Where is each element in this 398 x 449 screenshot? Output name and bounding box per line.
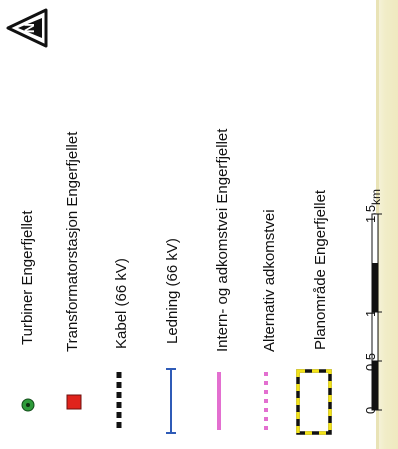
legend-symbol-internal-road: [217, 372, 221, 430]
legend-symbol-turbine: [21, 398, 35, 412]
legend-symbol-cable: [116, 372, 122, 430]
scale-unit: km: [369, 189, 383, 205]
scale-bar: [371, 213, 382, 411]
legend-symbol-line: [166, 368, 176, 434]
north-arrow-icon: N: [6, 8, 48, 48]
legend-symbol-alt-road: [264, 372, 268, 430]
north-arrow-letter: N: [21, 23, 37, 33]
legend-label-transformer: Transformatorstasjon Engerfjellet: [64, 131, 81, 352]
scale-tick-1: 1: [363, 309, 378, 317]
legend-label-internal-road: Intern- og adkomstvei Engerfjellet: [214, 128, 231, 352]
legend-label-plan-area: Planområde Engerfjellet: [312, 189, 329, 350]
legend-symbol-transformer: [66, 394, 82, 410]
legend-label-turbine: Turbiner Engerfjellet: [19, 210, 36, 345]
legend-label-line: Ledning (66 kV): [164, 238, 181, 344]
scale-tick-0: 0: [363, 406, 378, 414]
legend-label-alt-road: Alternativ adkomstvei: [261, 209, 278, 352]
scale-tick-1-5: 1,5: [363, 204, 378, 223]
legend-symbol-plan-area: [296, 369, 332, 435]
legend-label-cable: Kabel (66 kV): [113, 258, 130, 349]
scale-tick-0-5: 0,5: [363, 352, 378, 371]
